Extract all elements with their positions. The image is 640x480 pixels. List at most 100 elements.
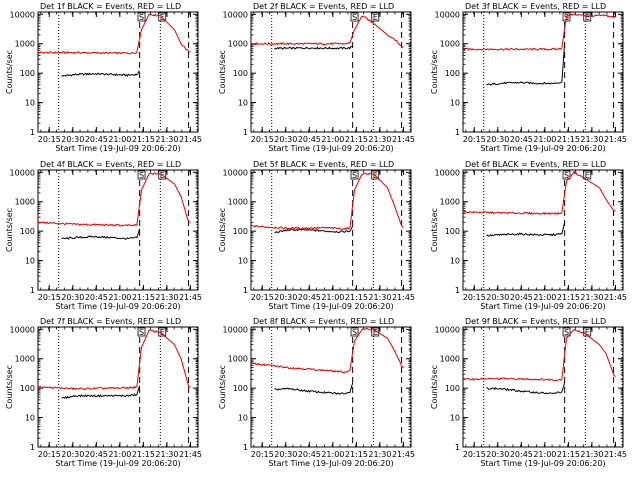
marker-box [583, 327, 592, 337]
y-tick-label: 100 [233, 384, 248, 393]
y-tick-label: 1000 [440, 40, 460, 49]
lld-series-line [250, 327, 404, 374]
det-panel-7: Det 7f BLACK = Events, RED = LLD 1 10 100 10… [5, 317, 202, 468]
x-tick-label: 21:00 [108, 293, 131, 302]
lld-series-line [250, 172, 404, 231]
x-tick-label: 20:45 [510, 293, 533, 302]
x-tick-label: 21:45 [179, 135, 202, 144]
x-tick-label: 21:30 [580, 293, 603, 302]
x-tick-label: 21:45 [179, 293, 202, 302]
y-tick-label: 100 [233, 69, 248, 78]
y-axis-label: Counts/sec [218, 50, 227, 94]
lld-series-line [462, 12, 616, 51]
y-tick-label: 1000 [228, 40, 248, 49]
x-axis-label: Start Time (19-Jul-09 20:06:20) [480, 144, 605, 153]
events-series-line [61, 228, 141, 240]
y-tick-label: 10 [450, 257, 460, 266]
marker-box [137, 327, 146, 337]
x-tick-label: 21:30 [155, 450, 178, 459]
y-tick-label: 10 [25, 257, 35, 266]
x-tick-label: 21:45 [392, 293, 415, 302]
panel-title: Det 6f BLACK = Events, RED = LLD [465, 160, 606, 169]
marker-label: S [139, 328, 144, 337]
marker-box [562, 170, 571, 180]
plot-frame [462, 11, 624, 133]
x-tick-label: 20:30 [274, 450, 297, 459]
marker-box [562, 327, 571, 337]
y-tick-label: 10000 [223, 325, 248, 334]
panel-title: Det 3f BLACK = Events, RED = LLD [465, 2, 606, 11]
y-tick-label: 1 [455, 128, 460, 137]
y-tick-label: 10000 [10, 168, 35, 177]
y-tick-label: 10 [450, 414, 460, 423]
x-tick-label: 20:15 [38, 135, 61, 144]
events-series-line [274, 382, 354, 395]
x-tick-label: 21:00 [108, 450, 131, 459]
y-tick-label: 1000 [228, 198, 248, 207]
events-series-line [61, 70, 140, 77]
x-tick-label: 21:00 [321, 135, 344, 144]
det-panel-9: Det 9f BLACK = Events, RED = LLD 1 10 100 10… [430, 317, 627, 468]
x-tick-label: 20:30 [61, 450, 84, 459]
y-tick-label: 1000 [440, 198, 460, 207]
x-tick-label: 21:15 [557, 293, 580, 302]
x-tick-label: 21:30 [580, 450, 603, 459]
x-tick-label: 20:45 [85, 450, 108, 459]
marker-label: S [139, 171, 144, 180]
x-axis-label: Start Time (19-Jul-09 20:06:20) [268, 302, 393, 311]
x-tick-label: 20:15 [38, 293, 61, 302]
x-tick-label: 20:45 [510, 135, 533, 144]
marker-box [371, 12, 380, 22]
det-panel-2: Det 2f BLACK = Events, RED = LLD 1 10 100 10… [218, 2, 415, 153]
y-axis-label: Counts/sec [5, 208, 14, 252]
y-tick-label: 1 [243, 443, 248, 452]
y-tick-label: 1000 [15, 40, 35, 49]
x-tick-label: 21:30 [368, 450, 391, 459]
det-panel-8: Det 8f BLACK = Events, RED = LLD 1 10 100 10… [218, 317, 415, 468]
y-tick-label: 10 [238, 257, 248, 266]
y-axis-label: Counts/sec [218, 365, 227, 409]
marker-label: S [352, 171, 357, 180]
marker-label: E [373, 328, 378, 337]
lld-series-line [251, 15, 404, 48]
y-tick-label: 1 [455, 286, 460, 295]
x-tick-label: 21:15 [132, 135, 155, 144]
x-tick-label: 20:30 [274, 293, 297, 302]
x-tick-label: 20:30 [486, 293, 509, 302]
x-tick-label: 21:45 [179, 450, 202, 459]
plot-frame [250, 11, 412, 133]
x-tick-label: 20:15 [251, 450, 274, 459]
y-tick-label: 100 [20, 384, 35, 393]
plot-frame [37, 169, 199, 291]
marker-label: S [352, 328, 357, 337]
lld-series-line [462, 170, 616, 216]
y-tick-label: 1 [30, 286, 35, 295]
plot-frame [462, 169, 624, 291]
x-tick-label: 20:30 [486, 450, 509, 459]
x-tick-label: 21:45 [604, 450, 627, 459]
marker-box [350, 12, 359, 22]
events-series-line [274, 225, 354, 234]
x-tick-label: 21:00 [533, 135, 556, 144]
events-series-line [486, 43, 566, 86]
x-tick-label: 21:15 [557, 135, 580, 144]
y-tick-label: 1 [30, 128, 35, 137]
y-tick-label: 1000 [228, 355, 248, 364]
marker-box [371, 327, 380, 337]
lld-series-line [37, 329, 191, 391]
x-tick-label: 20:15 [463, 450, 486, 459]
x-tick-label: 21:00 [108, 135, 131, 144]
lld-series-line [37, 172, 191, 227]
panel-title: Det 5f BLACK = Events, RED = LLD [253, 160, 394, 169]
plot-frame [250, 326, 412, 448]
marker-label: E [585, 13, 590, 22]
panel-title: Det 2f BLACK = Events, RED = LLD [253, 2, 394, 11]
y-axis-label: Counts/sec [5, 365, 14, 409]
y-tick-label: 1 [30, 443, 35, 452]
x-tick-label: 20:15 [251, 135, 274, 144]
y-axis-label: Counts/sec [430, 50, 439, 94]
x-tick-label: 21:30 [368, 135, 391, 144]
y-tick-label: 10 [238, 99, 248, 108]
panel-title: Det 7f BLACK = Events, RED = LLD [40, 317, 181, 326]
